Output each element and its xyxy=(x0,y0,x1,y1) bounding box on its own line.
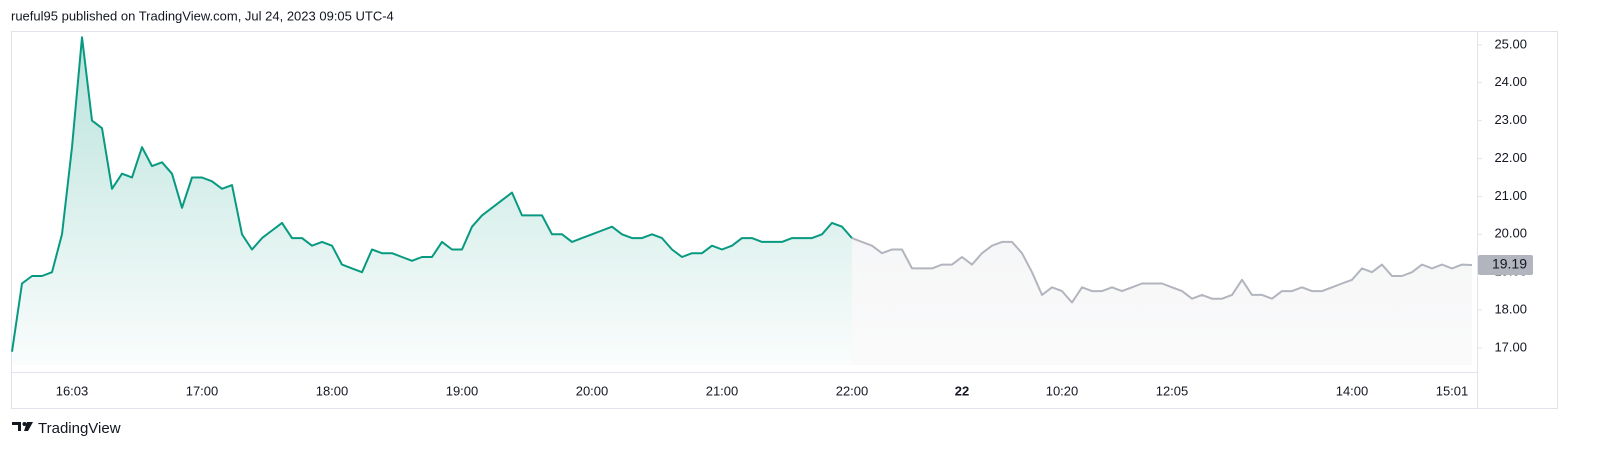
y-tick-label: 23.00 xyxy=(1494,112,1527,127)
plot xyxy=(11,36,1473,366)
last-price-label: 19.19 xyxy=(1492,256,1527,272)
price-line xyxy=(11,36,853,352)
x-tick-label: 20:00 xyxy=(576,383,609,398)
y-tick-label: 18.00 xyxy=(1494,302,1527,317)
x-tick-label: 12:05 xyxy=(1156,383,1189,398)
x-tick-label: 21:00 xyxy=(706,383,739,398)
chart-frame xyxy=(11,31,1558,409)
x-tick-label: 10:20 xyxy=(1046,383,1079,398)
brand-logo xyxy=(12,422,33,431)
x-tick-label: 18:00 xyxy=(316,383,349,398)
x-tick-label: 22:00 xyxy=(836,383,869,398)
area xyxy=(852,238,1472,365)
y-tick-label: 21.00 xyxy=(1494,188,1527,203)
last-price-tag xyxy=(1478,254,1533,275)
y-tick-label: 24.00 xyxy=(1494,74,1527,89)
brand-name: TradingView xyxy=(38,420,121,437)
x-tick-label: 15:01 xyxy=(1436,383,1469,398)
caption: rueful95 published on TradingView.com, J… xyxy=(11,8,394,23)
y-tick-label: 17.00 xyxy=(1494,339,1527,354)
x-tick-label: 14:00 xyxy=(1336,383,1369,398)
y-tick-label: 22.00 xyxy=(1494,150,1527,165)
x-tick-label: 19:00 xyxy=(446,383,479,398)
x-tick-label: 22 xyxy=(955,383,969,398)
area xyxy=(12,37,852,366)
y-tick-label: 25.00 xyxy=(1494,36,1527,51)
price-line xyxy=(851,237,1473,304)
x-tick-label: 16:03 xyxy=(56,383,89,398)
y-tick-label: 20.00 xyxy=(1494,226,1527,241)
x-tick-label: 17:00 xyxy=(186,383,219,398)
